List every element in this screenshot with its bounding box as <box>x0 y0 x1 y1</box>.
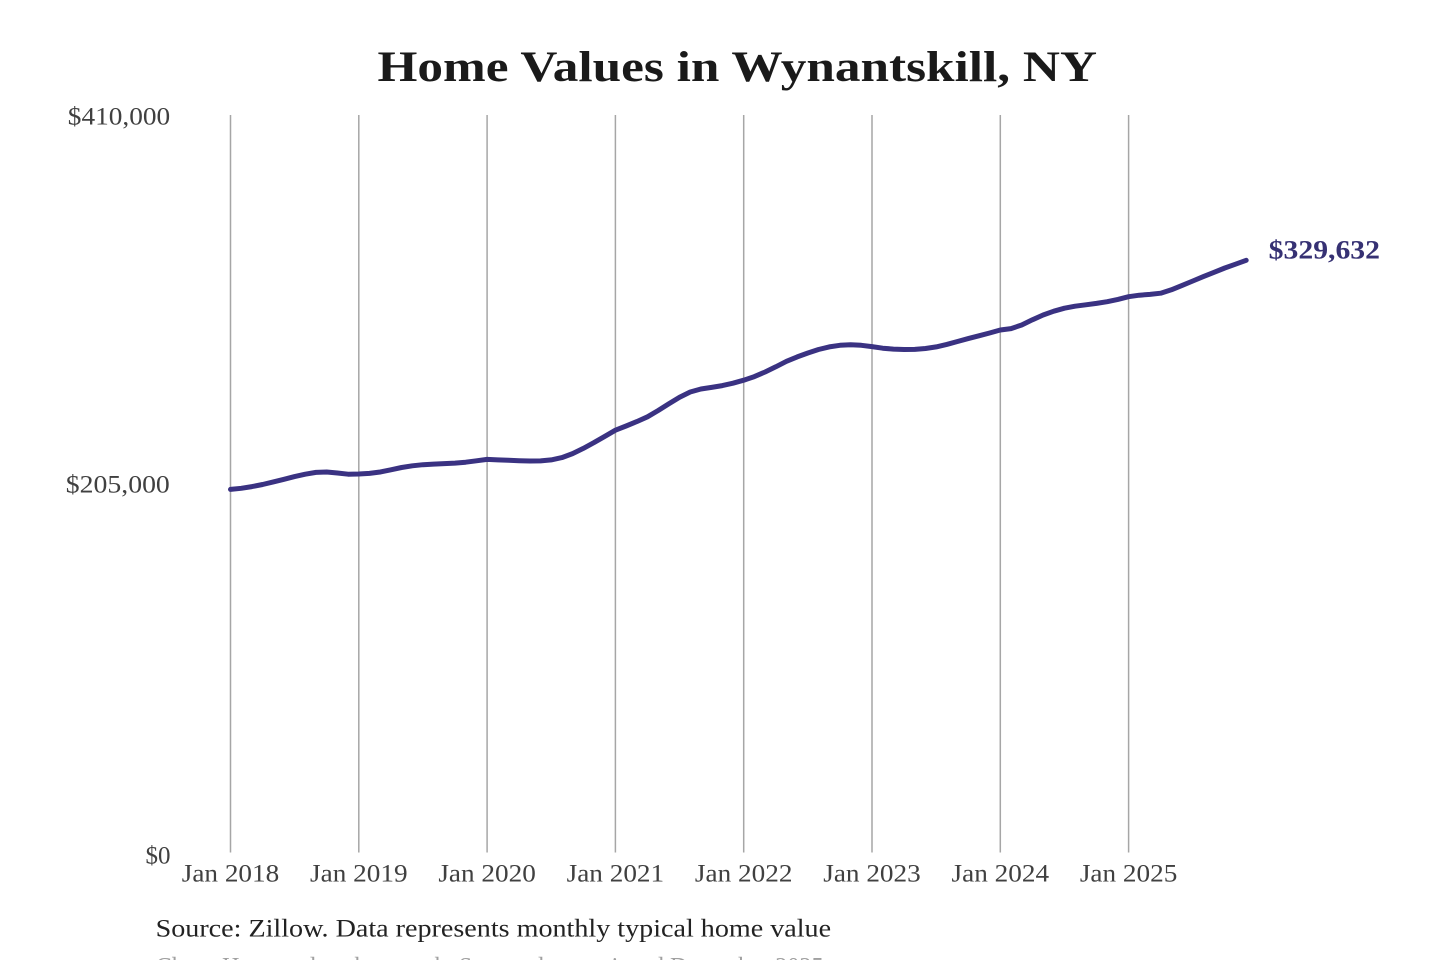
svg-text:Jan 2018: Jan 2018 <box>182 861 280 888</box>
svg-text:Jan 2023: Jan 2023 <box>823 861 921 888</box>
svg-text:Jan 2025: Jan 2025 <box>1080 861 1178 888</box>
svg-text:Source: Zillow. Data represent: Source: Zillow. Data represents monthly … <box>156 916 832 943</box>
svg-text:Home Values in Wynantskill, NY: Home Values in Wynantskill, NY <box>378 44 1098 91</box>
svg-text:$0: $0 <box>146 843 171 870</box>
svg-text:Jan 2020: Jan 2020 <box>438 861 536 888</box>
svg-text:Chart: Home values by month. S: Chart: Home values by month. Source data… <box>156 954 824 960</box>
svg-text:$329,632: $329,632 <box>1269 235 1380 264</box>
svg-text:Jan 2021: Jan 2021 <box>567 861 665 888</box>
svg-text:Jan 2022: Jan 2022 <box>695 861 793 888</box>
svg-text:$205,000: $205,000 <box>66 472 170 499</box>
svg-text:Jan 2024: Jan 2024 <box>952 861 1050 888</box>
svg-text:$410,000: $410,000 <box>68 104 170 131</box>
svg-text:Jan 2019: Jan 2019 <box>310 861 408 888</box>
